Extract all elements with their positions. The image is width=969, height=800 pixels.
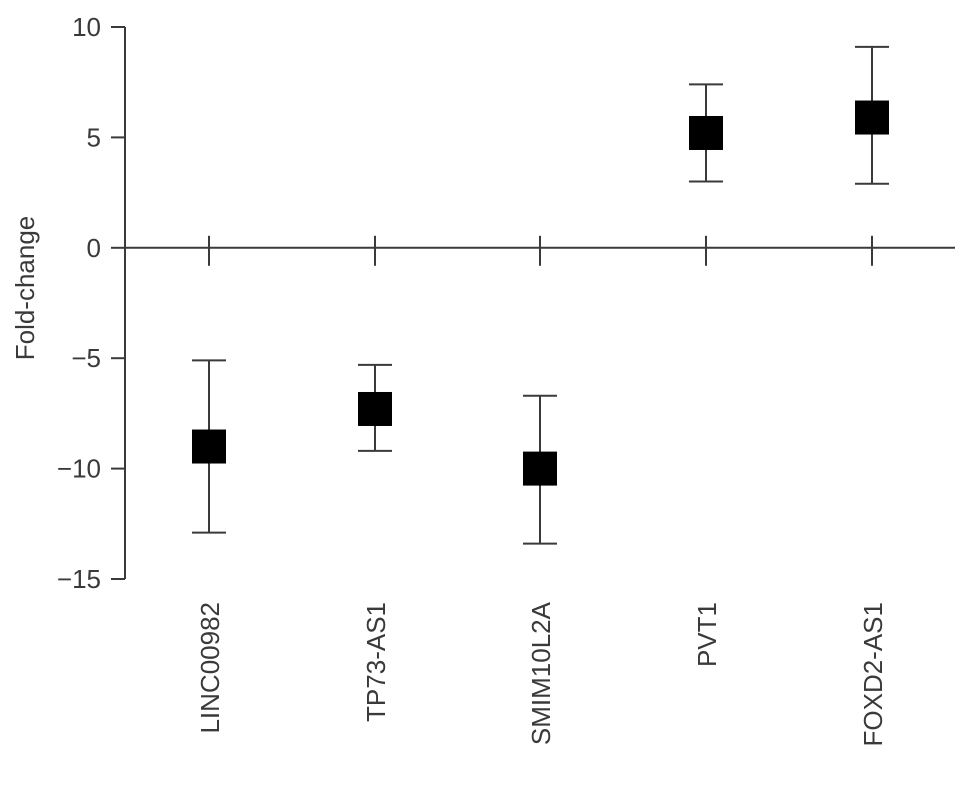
x-tick-labels: LINC00982 TP73-AS1 SMIM10L2A PVT1 FOXD2-AS1	[195, 601, 888, 746]
data-point-marker	[523, 451, 557, 486]
y-axis-label: Fold-change	[10, 216, 40, 361]
y-tick-labels: 10 5 0 −5 −10 −15	[57, 12, 101, 594]
y-tick-label: 5	[87, 122, 101, 152]
data-point-marker	[855, 100, 889, 135]
data-point-marker	[192, 429, 226, 464]
x-tick-label: LINC00982	[195, 602, 225, 734]
y-tick-label: −15	[57, 564, 101, 594]
data-point-marker	[358, 391, 392, 426]
y-tick-label: −5	[71, 343, 101, 373]
x-tick-label: SMIM10L2A	[526, 601, 556, 745]
x-tick-label: FOXD2-AS1	[858, 602, 888, 747]
x-tick-label: PVT1	[692, 602, 722, 667]
y-tick-label: 0	[87, 233, 101, 263]
y-axis	[111, 26, 126, 580]
data-point-marker	[689, 115, 723, 150]
y-tick-label: −10	[57, 454, 101, 484]
data-points	[192, 45, 889, 545]
y-tick-label: 10	[72, 12, 101, 42]
x-tick-label: TP73-AS1	[361, 602, 391, 722]
